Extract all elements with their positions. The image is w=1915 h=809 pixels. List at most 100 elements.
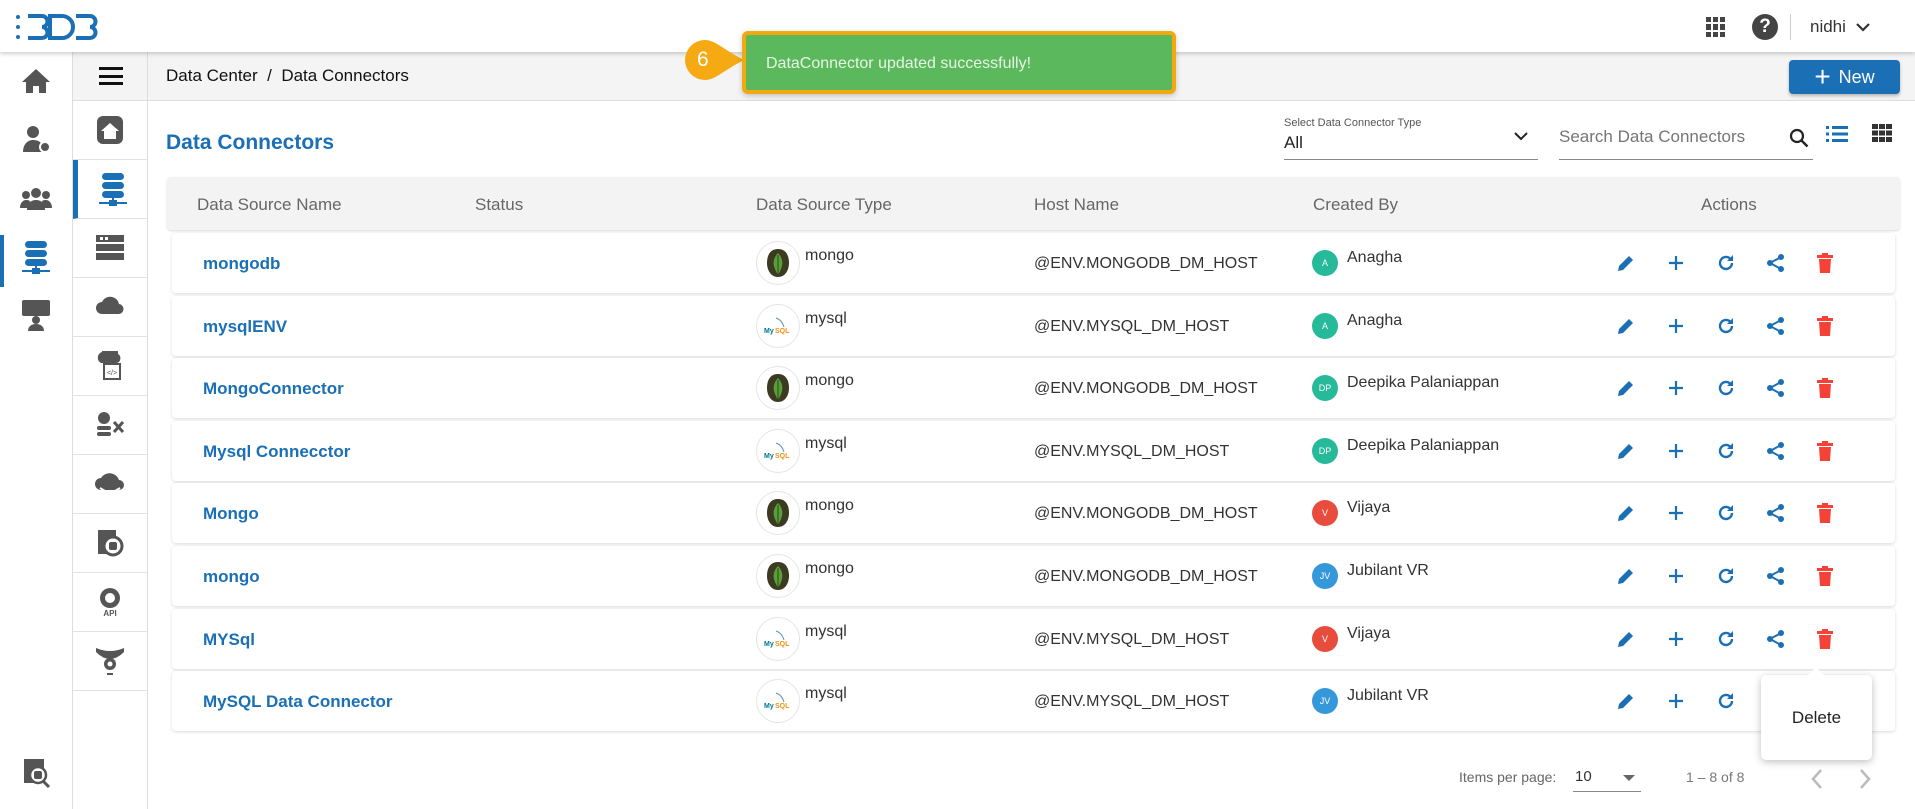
share-icon[interactable] — [1764, 439, 1788, 463]
data-source-name-link[interactable]: mysqlENV — [203, 316, 288, 336]
mysql-logo-icon: My SQL — [756, 428, 800, 473]
delete-icon[interactable] — [1813, 627, 1837, 651]
sub-item-data-store[interactable] — [73, 219, 147, 278]
edit-icon[interactable] — [1614, 314, 1638, 338]
share-icon[interactable] — [1764, 501, 1788, 525]
data-source-name-link[interactable]: Mysql Connecctor — [203, 441, 351, 461]
add-icon[interactable] — [1664, 689, 1688, 713]
sub-item-cloud-storage[interactable] — [73, 455, 147, 514]
table-row[interactable]: MySQL Data Connector My SQL mysql @ENV.MY… — [172, 671, 1895, 732]
refresh-icon[interactable] — [1714, 689, 1738, 713]
svg-text:SQL: SQL — [775, 453, 790, 460]
edit-icon[interactable] — [1614, 251, 1638, 275]
items-per-page-select[interactable]: 10 — [1573, 764, 1641, 792]
add-icon[interactable] — [1664, 439, 1688, 463]
refresh-icon[interactable] — [1714, 251, 1738, 275]
table-row[interactable]: mongodb mongo @ENV.MONGODB_DM_HOST A Ana… — [172, 233, 1895, 293]
users-group-icon[interactable] — [18, 181, 54, 215]
created-by: Vijaya — [1347, 499, 1391, 517]
data-source-name-link[interactable]: MongoConnector — [203, 379, 344, 399]
column-header-type[interactable]: Data Source Type — [756, 195, 892, 214]
search-icon[interactable] — [1789, 128, 1809, 148]
edit-icon[interactable] — [1614, 689, 1638, 713]
table-row[interactable]: mongo mongo @ENV.MONGODB_DM_HOST JV Jubi… — [172, 546, 1895, 606]
share-icon[interactable] — [1764, 314, 1788, 338]
edit-icon[interactable] — [1614, 627, 1638, 651]
data-source-name-link[interactable]: MYSql — [203, 629, 255, 649]
add-icon[interactable] — [1664, 501, 1688, 525]
edit-icon[interactable] — [1614, 501, 1638, 525]
data-source-name-link[interactable]: mongo — [203, 567, 260, 586]
sub-item-api[interactable]: API — [73, 573, 147, 632]
data-source-name-link[interactable]: Mongo — [203, 504, 259, 524]
delete-icon[interactable] — [1813, 314, 1837, 338]
refresh-icon[interactable] — [1714, 627, 1738, 651]
host-name: @ENV.MYSQL_DM_HOST — [1034, 693, 1230, 711]
refresh-icon[interactable] — [1714, 376, 1738, 400]
table-row[interactable]: MongoConnector mongo @ENV.MONGODB_DM_HOS… — [172, 358, 1895, 419]
add-icon[interactable] — [1664, 376, 1688, 400]
table-row[interactable]: MYSql My SQL mysql @ENV.MYSQL_DM_HOST V V… — [172, 608, 1895, 669]
column-header-created-by[interactable]: Created By — [1313, 195, 1399, 214]
column-header-name[interactable]: Data Source Name — [197, 195, 342, 214]
add-icon[interactable] — [1664, 627, 1688, 651]
edit-icon[interactable] — [1614, 564, 1638, 588]
dashboard-user-icon[interactable] — [18, 298, 54, 332]
home-icon[interactable] — [18, 64, 54, 98]
table-row[interactable]: Mysql Connecctor My SQL mysql @ENV.MYSQL_… — [172, 420, 1895, 481]
edit-icon[interactable] — [1614, 376, 1638, 400]
sub-item-data-code[interactable]: </> — [73, 337, 147, 396]
user-settings-icon[interactable] — [18, 122, 54, 156]
sub-item-data-connectors[interactable] — [73, 160, 147, 219]
avatar: JV — [1312, 688, 1338, 715]
data-search-icon[interactable] — [18, 756, 54, 790]
delete-icon[interactable] — [1813, 251, 1837, 275]
delete-icon[interactable] — [1813, 376, 1837, 400]
items-per-page-label: Items per page: — [1459, 769, 1557, 785]
hamburger-menu-icon[interactable] — [99, 67, 123, 85]
data-center-icon[interactable] — [18, 240, 54, 274]
svg-text:SQL: SQL — [775, 328, 790, 335]
delete-icon[interactable] — [1813, 501, 1837, 525]
sub-item-cloud-data[interactable] — [73, 278, 147, 337]
add-icon[interactable] — [1664, 251, 1688, 275]
connector-type-select[interactable]: Select Data Connector Type All — [1284, 117, 1538, 160]
next-page-icon[interactable] — [1858, 768, 1872, 790]
refresh-icon[interactable] — [1714, 564, 1738, 588]
share-icon[interactable] — [1764, 376, 1788, 400]
table-row[interactable]: mysqlENV My SQL mysql @ENV.MYSQL_DM_HOST … — [172, 295, 1895, 356]
add-icon[interactable] — [1664, 314, 1688, 338]
column-header-host[interactable]: Host Name — [1034, 195, 1120, 214]
avatar: V — [1312, 625, 1338, 652]
new-button[interactable]: + New — [1789, 60, 1900, 94]
delete-tooltip: Delete — [1761, 667, 1872, 760]
sub-item-data-lake[interactable] — [73, 632, 147, 691]
share-icon[interactable] — [1764, 251, 1788, 275]
sub-item-data-center-home[interactable] — [73, 101, 147, 160]
help-icon[interactable]: ? — [1752, 14, 1778, 40]
grid-view-icon[interactable] — [1872, 124, 1892, 142]
search-input[interactable] — [1559, 127, 1779, 147]
sub-item-data-settings[interactable] — [73, 514, 147, 573]
share-icon[interactable] — [1764, 564, 1788, 588]
refresh-icon[interactable] — [1714, 501, 1738, 525]
column-header-status[interactable]: Status — [475, 195, 524, 214]
refresh-icon[interactable] — [1714, 439, 1738, 463]
mongo-logo-icon — [756, 554, 800, 598]
user-menu[interactable]: nidhi — [1810, 17, 1870, 37]
share-icon[interactable] — [1764, 627, 1788, 651]
data-source-name-link[interactable]: MySQL Data Connector — [203, 692, 393, 712]
list-view-icon[interactable] — [1826, 126, 1848, 142]
data-source-name-link[interactable]: mongodb — [203, 254, 281, 273]
apps-grid-icon[interactable] — [1706, 17, 1726, 37]
delete-icon[interactable] — [1813, 564, 1837, 588]
logo[interactable] — [14, 11, 102, 43]
table-row[interactable]: Mongo mongo @ENV.MONGODB_DM_HOST V Vijay… — [172, 483, 1895, 544]
refresh-icon[interactable] — [1714, 314, 1738, 338]
sub-item-data-transform[interactable] — [73, 396, 147, 455]
edit-icon[interactable] — [1614, 439, 1638, 463]
add-icon[interactable] — [1664, 564, 1688, 588]
previous-page-icon[interactable] — [1810, 768, 1824, 790]
delete-icon[interactable] — [1813, 439, 1837, 463]
breadcrumb-data-center[interactable]: Data Center — [166, 66, 258, 85]
